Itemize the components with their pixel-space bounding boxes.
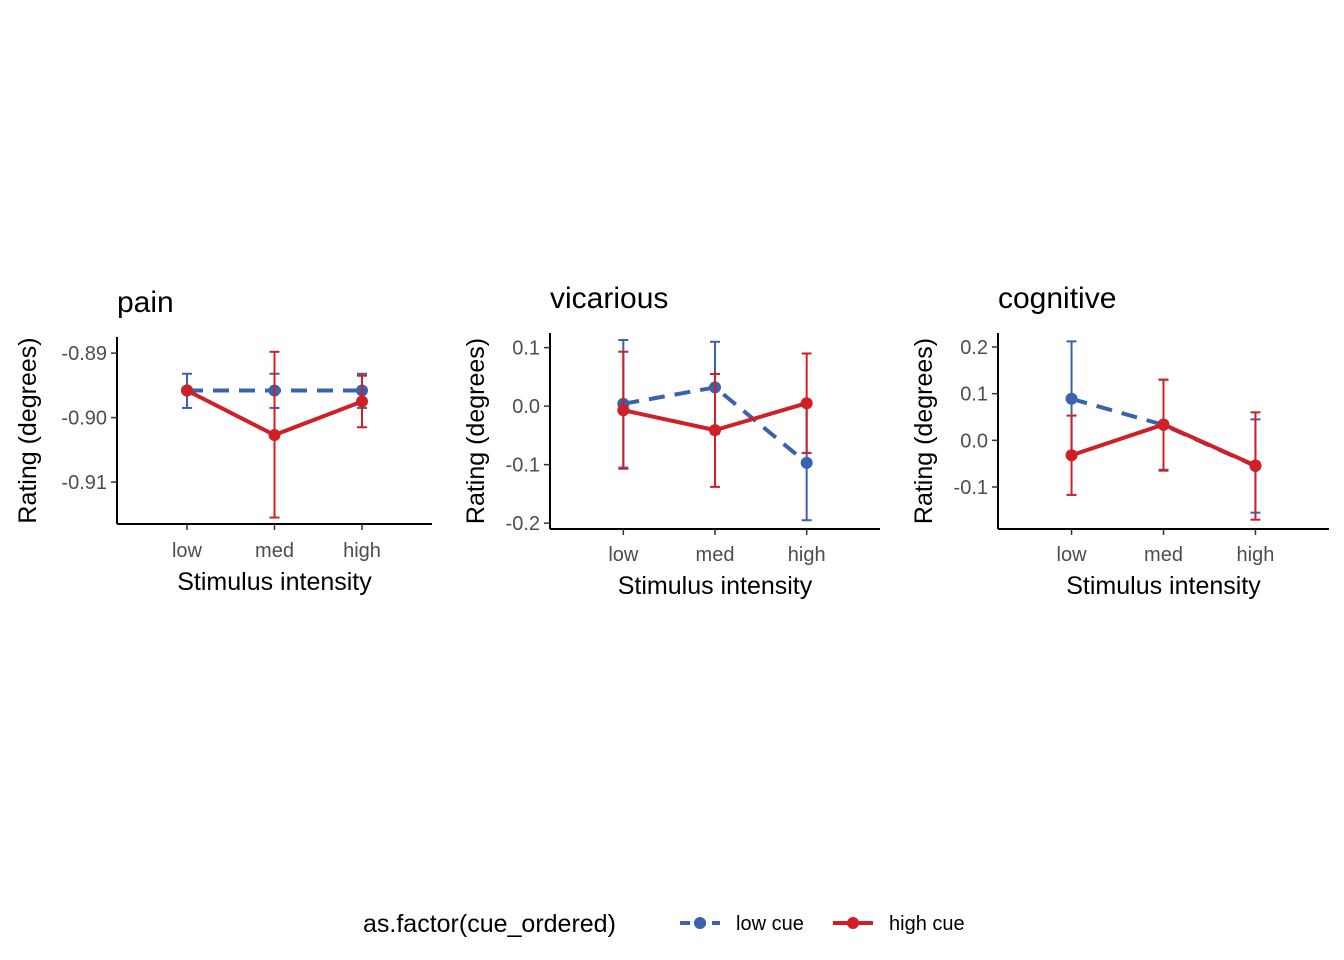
- series-high-cue: [617, 350, 813, 488]
- legend-label: low cue: [736, 913, 804, 935]
- y-tick-label: -0.2: [506, 513, 540, 535]
- y-tick-label: -0.91: [61, 472, 107, 494]
- legend-point: [694, 917, 706, 929]
- x-tick-label: high: [1237, 544, 1275, 566]
- panel-pain: pain -0.91 -0.90 -0.89 low med high Stimulus in…: [14, 286, 432, 596]
- data-point: [1065, 392, 1078, 405]
- x-tick-label: low: [608, 544, 639, 566]
- data-point: [709, 424, 721, 437]
- data-point: [1157, 418, 1170, 431]
- panel-vicarious: vicarious -0.2 -0.1 0.0 0.1 low med high Stimulu…: [462, 282, 880, 600]
- data-point: [1065, 449, 1078, 462]
- x-tick-label: med: [1144, 544, 1183, 566]
- data-point: [356, 395, 368, 408]
- x-tick-label: high: [788, 544, 826, 566]
- y-tick-label: -0.1: [506, 455, 540, 477]
- panel-title: vicarious: [550, 282, 668, 315]
- x-axis-title: Stimulus intensity: [618, 572, 813, 600]
- data-point: [1249, 459, 1262, 472]
- x-tick-label: med: [696, 544, 735, 566]
- data-point: [268, 429, 281, 442]
- x-axis-title: Stimulus intensity: [1066, 572, 1261, 600]
- panel-cognitive: cognitive -0.1 0.0 0.1 0.2 low med high Stimulus…: [910, 282, 1329, 600]
- y-tick-label: 0.2: [960, 337, 988, 359]
- x-tick-label: low: [172, 540, 203, 562]
- x-tick-label: low: [1057, 544, 1088, 566]
- chart-legend: as.factor(cue_ordered) low cue high cue: [363, 910, 965, 938]
- y-axis-title: Rating (degrees): [910, 338, 938, 524]
- legend-point: [847, 917, 859, 929]
- legend-item-low-cue: low cue: [680, 913, 804, 935]
- y-tick-label: 0.1: [960, 384, 988, 406]
- chart-panels: pain -0.91 -0.90 -0.89 low med high Stimulus in…: [14, 282, 1329, 600]
- series-high-cue: [181, 350, 368, 519]
- y-tick-label: 0.0: [960, 430, 988, 452]
- y-axis-title: Rating (degrees): [14, 337, 42, 523]
- legend-title: as.factor(cue_ordered): [363, 910, 616, 938]
- x-tick-label: med: [255, 540, 294, 562]
- panel-title: cognitive: [998, 282, 1116, 315]
- legend-items: low cue high cue: [680, 913, 965, 935]
- y-tick-label: 0.0: [512, 396, 540, 418]
- x-axis-title: Stimulus intensity: [177, 568, 372, 596]
- y-tick-label: -0.89: [61, 343, 107, 365]
- data-point: [800, 456, 813, 469]
- y-tick-label: 0.1: [512, 338, 540, 360]
- data-point: [800, 397, 813, 410]
- data-point: [181, 384, 193, 397]
- x-tick-label: high: [343, 540, 381, 562]
- data-point: [617, 404, 630, 417]
- y-tick-label: -0.90: [61, 408, 107, 430]
- legend-item-high-cue: high cue: [833, 913, 965, 935]
- legend-label: high cue: [889, 913, 965, 935]
- panel-title: pain: [117, 286, 174, 319]
- series-high-cue: [1065, 378, 1262, 521]
- y-axis-title: Rating (degrees): [462, 338, 490, 524]
- y-tick-label: -0.1: [954, 477, 988, 499]
